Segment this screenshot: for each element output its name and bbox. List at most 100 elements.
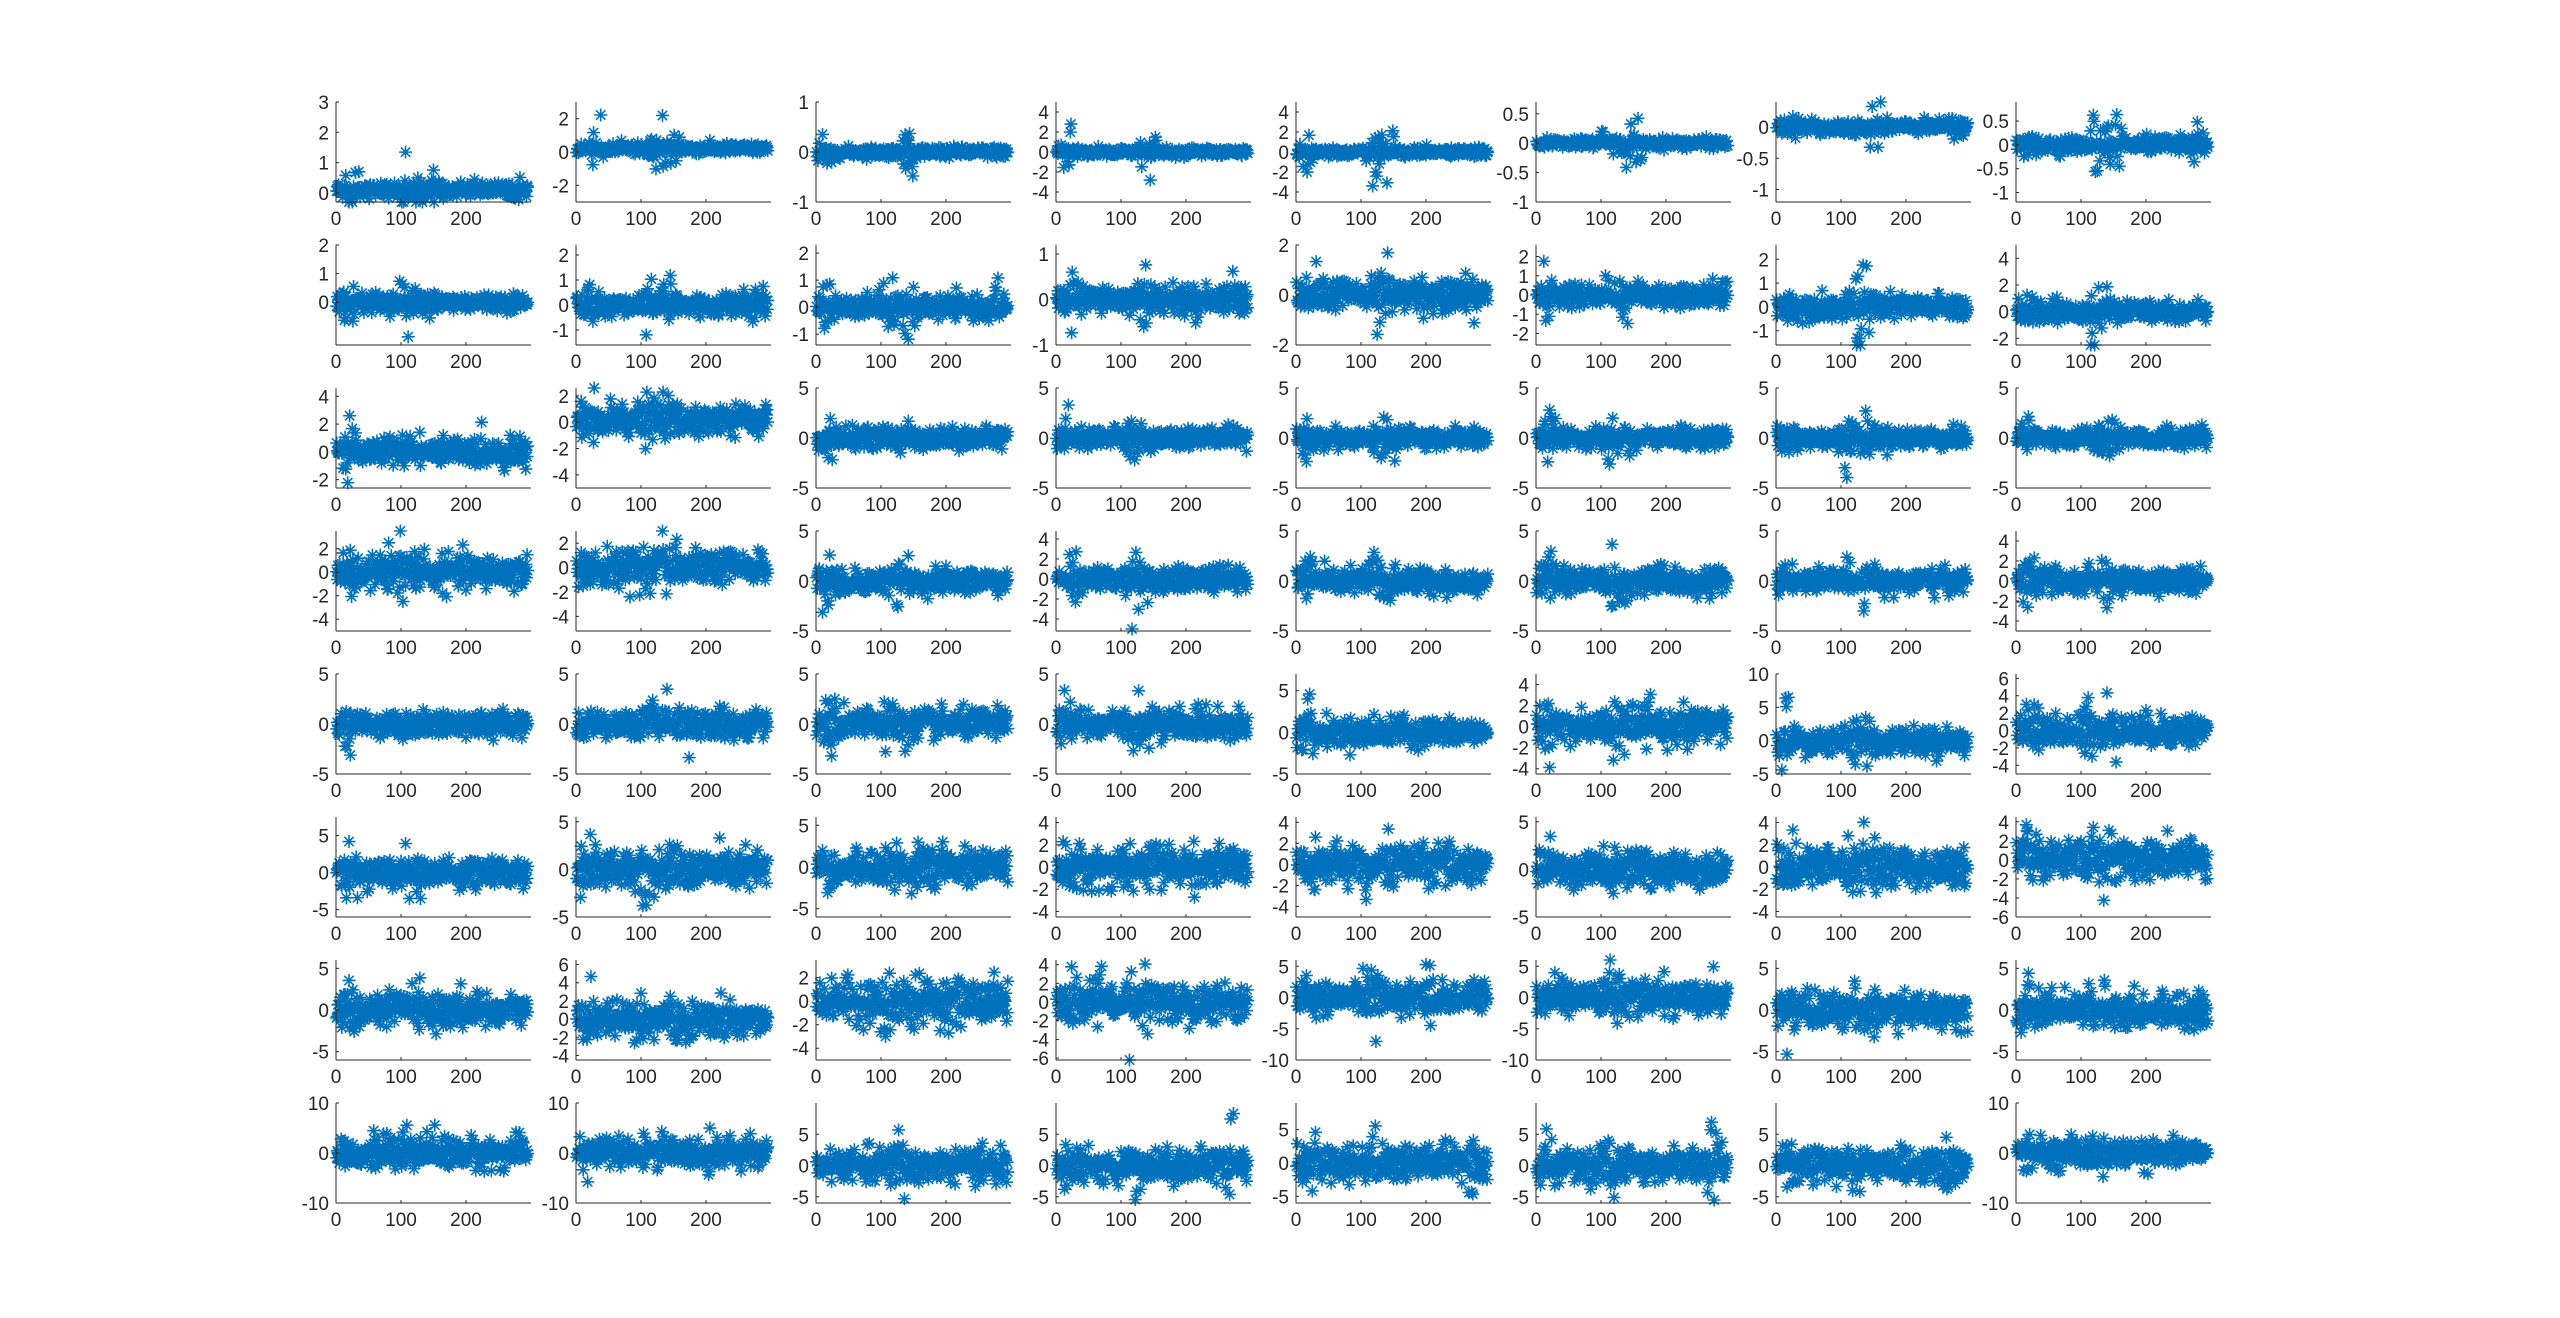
data-point: [585, 148, 599, 162]
data-point: [664, 277, 678, 291]
y-tick-label: 0.5: [1503, 105, 1529, 126]
y-tick-label: 1: [1038, 245, 1049, 266]
y-tick-label: 0: [1518, 134, 1529, 155]
x-tick-label: 200: [1170, 352, 1202, 373]
data-point: [1961, 116, 1975, 130]
x-tick-label: 100: [1345, 209, 1377, 230]
y-tick-label: 0: [1038, 143, 1049, 164]
y-tick-label: 0: [1278, 143, 1289, 164]
y-tick-label: 0: [1038, 291, 1049, 312]
x-tick-label: 0: [571, 352, 582, 373]
scatter-series: [1770, 95, 1975, 154]
x-tick-label: 0: [1291, 209, 1302, 230]
y-tick-label: -1: [1752, 322, 1769, 343]
data-point: [1380, 176, 1394, 190]
data-point: [586, 158, 600, 172]
data-point: [1300, 165, 1314, 179]
y-tick-label: 1: [1518, 267, 1529, 288]
y-tick-label: 0: [318, 293, 329, 314]
data-point: [1302, 128, 1316, 142]
y-tick-label: 2: [1038, 123, 1049, 144]
data-point: [823, 277, 837, 291]
data-point: [398, 174, 412, 188]
y-tick-label: -1: [792, 193, 809, 214]
y-tick-label: 2: [318, 123, 329, 144]
subplot-1-6: -1-0.500.50 100 200: [1496, 102, 1735, 230]
x-tick-label: 200: [1650, 352, 1682, 373]
data-point: [2110, 108, 2124, 122]
data-point: [903, 127, 917, 141]
data-point: [897, 157, 911, 171]
x-tick-label: 100: [2065, 209, 2097, 230]
x-tick-label: 100: [1825, 352, 1857, 373]
y-tick-label: 2: [1518, 248, 1529, 269]
data-point: [1372, 157, 1386, 171]
x-tick-label: 0: [2011, 209, 2022, 230]
data-point: [1624, 117, 1638, 131]
data-point: [1064, 117, 1078, 131]
y-tick-label: 2: [798, 244, 809, 265]
data-point: [877, 276, 891, 290]
y-tick-label: -1: [1032, 336, 1049, 357]
data-point: [419, 192, 433, 206]
data-point: [1241, 146, 1255, 160]
x-tick-label: 200: [930, 352, 962, 373]
x-tick-label: 200: [1410, 352, 1442, 373]
data-point: [761, 293, 775, 307]
data-point: [703, 133, 717, 147]
x-tick-label: 100: [865, 352, 897, 373]
x-tick-label: 200: [690, 209, 722, 230]
x-tick-label: 200: [930, 209, 962, 230]
data-point: [2201, 305, 2215, 319]
data-point: [899, 161, 913, 175]
y-tick-label: 0: [558, 143, 569, 164]
x-tick-label: 0: [2011, 352, 2022, 373]
y-tick-label: -1: [792, 325, 809, 346]
y-tick-label: 1: [318, 154, 329, 175]
data-point: [352, 165, 366, 179]
data-point: [1862, 325, 1876, 339]
x-tick-label: 100: [1825, 209, 1857, 230]
data-point: [1480, 282, 1494, 296]
data-point: [1874, 95, 1888, 109]
y-tick-label: -1: [1752, 181, 1769, 202]
x-tick-label: 0: [1051, 209, 1062, 230]
data-point: [664, 156, 678, 170]
y-tick-label: -2: [1032, 163, 1049, 184]
data-point: [1387, 130, 1400, 144]
y-tick-label: -1: [1512, 193, 1529, 214]
data-point: [1061, 155, 1075, 169]
y-tick-label: -1: [552, 321, 569, 342]
scatter-series: [1050, 258, 1255, 340]
data-point: [1375, 128, 1389, 142]
data-point: [399, 145, 413, 159]
data-point: [667, 128, 681, 142]
y-tick-label: 4: [1038, 103, 1049, 124]
data-point: [1139, 316, 1153, 330]
y-tick-label: 0.5: [1983, 112, 2009, 133]
data-point: [906, 169, 920, 183]
scatter-series: [330, 274, 535, 344]
data-point: [1241, 301, 1255, 315]
y-tick-label: -1: [1992, 183, 2009, 204]
data-point: [1306, 152, 1320, 166]
y-tick-label: 0: [1998, 303, 2009, 324]
data-point: [1065, 265, 1079, 279]
data-point: [1370, 327, 1384, 341]
data-point: [1293, 137, 1307, 151]
y-tick-label: -4: [1272, 183, 1289, 204]
y-tick-label: 2: [318, 236, 329, 257]
data-point: [656, 159, 670, 173]
scatter-series: [1290, 124, 1495, 193]
data-point: [1299, 270, 1313, 284]
data-point: [756, 279, 770, 293]
data-point: [467, 172, 481, 186]
data-point: [1851, 269, 1865, 283]
y-tick-label: 0: [798, 298, 809, 319]
